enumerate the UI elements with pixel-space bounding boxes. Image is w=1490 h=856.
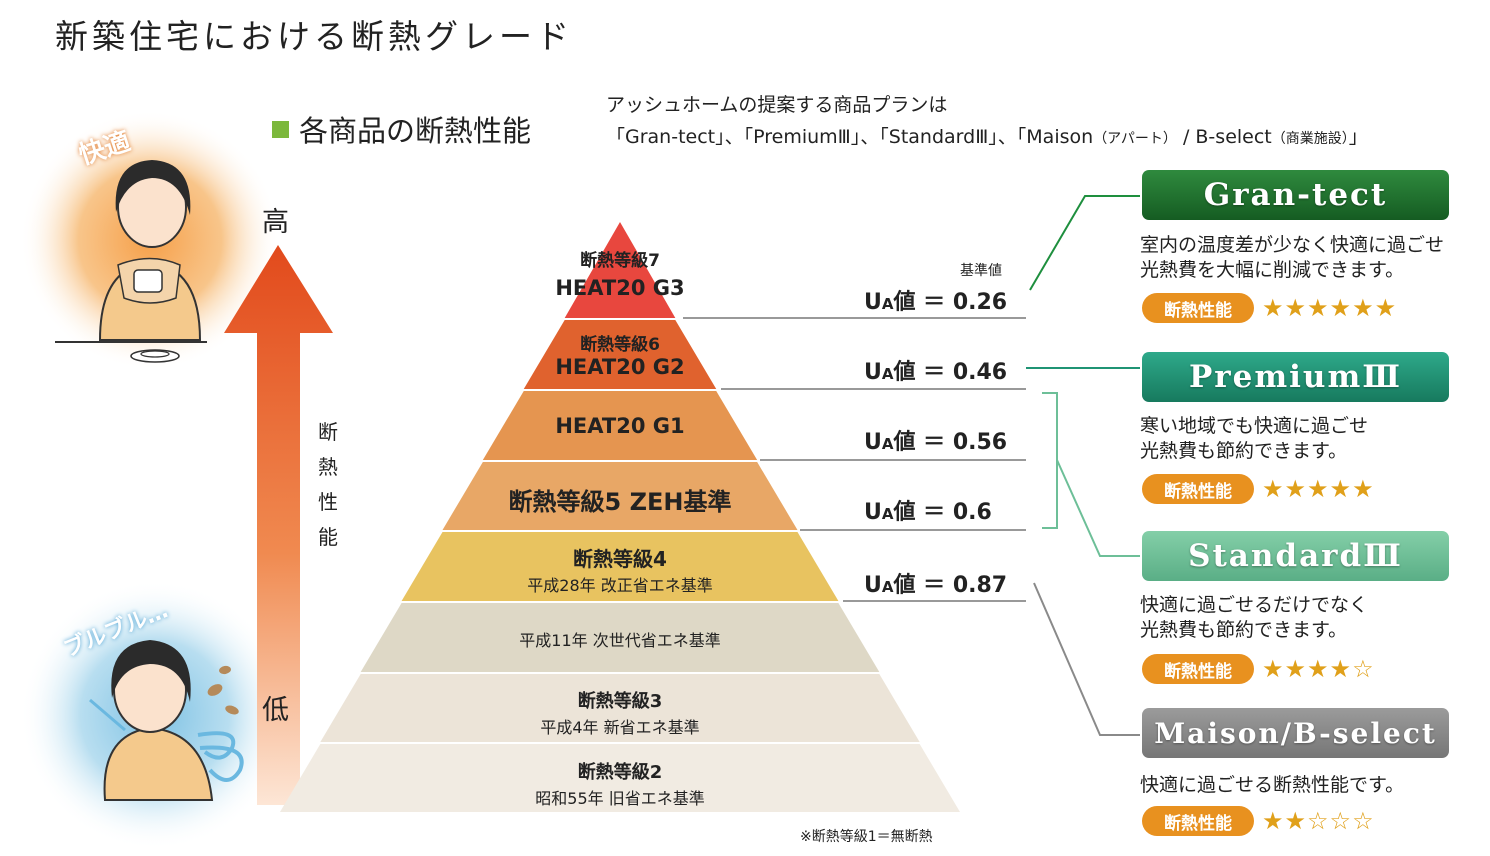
pyramid-standard-h4: 平成4年 新省エネ基準 bbox=[540, 718, 700, 737]
ua-value: 0.87 bbox=[952, 573, 1008, 598]
description-line: 快適に過ごせるだけでなく bbox=[1140, 594, 1369, 616]
ua-value-row: UA値 ＝ 0.46 bbox=[864, 354, 1007, 386]
connector-gran-tect bbox=[1029, 195, 1140, 291]
product-gran-tect-description: 室内の温度差が少なく快適に過ごせ 光熱費を大幅に削減できます。 bbox=[1140, 233, 1444, 283]
intro-products: 「Gran-tect」、「PremiumⅢ」、「StandardⅢ」、「Mais… bbox=[606, 126, 1094, 148]
intro-line-2: 「Gran-tect」、「PremiumⅢ」、「StandardⅢ」、「Mais… bbox=[606, 122, 1368, 149]
axis-label-char: 断 bbox=[318, 420, 338, 444]
ua-suffix: 値 ＝ bbox=[893, 573, 946, 598]
pyramid-connector-lines bbox=[683, 317, 1026, 602]
ua-prefix: U bbox=[864, 573, 882, 598]
comfortable-person-illustration bbox=[20, 110, 280, 370]
ua-sub: A bbox=[881, 435, 894, 453]
rating-stars: ★★☆☆☆ bbox=[1262, 807, 1375, 835]
product-premium-button[interactable]: PremiumⅢ bbox=[1142, 352, 1449, 402]
ua-suffix: 値 ＝ bbox=[893, 290, 946, 315]
ua-value-row: UA値 ＝ 0.56 bbox=[864, 424, 1007, 456]
ua-suffix: 値 ＝ bbox=[893, 360, 946, 385]
pyramid-layer bbox=[360, 603, 880, 672]
pyramid-layer bbox=[401, 532, 839, 601]
green-square-icon bbox=[272, 120, 289, 138]
pyramid-layer bbox=[280, 744, 960, 812]
performance-badge: 断熱性能 bbox=[1142, 474, 1254, 504]
pyramid-standard-g2: HEAT20 G2 bbox=[555, 355, 685, 379]
pyramid-grade-5: 断熱等級5 ZEH基準 bbox=[508, 488, 732, 516]
pyramid-layer bbox=[442, 462, 798, 530]
axis-label-char: 性 bbox=[318, 490, 338, 514]
insulation-pyramid bbox=[280, 222, 960, 812]
product-premium-description: 寒い地域でも快適に過ごせ 光熱費も節約できます。 bbox=[1140, 414, 1368, 464]
description-line: 光熱費を大幅に削減できます。 bbox=[1140, 259, 1405, 281]
pyramid-layer bbox=[523, 320, 717, 389]
connector-maison bbox=[1033, 582, 1140, 736]
ua-sub: A bbox=[881, 295, 894, 313]
pyramid-grade-6: 断熱等級6 bbox=[580, 335, 660, 355]
description-line: 寒い地域でも快適に過ごせ bbox=[1140, 415, 1369, 437]
pyramid-standard-g3: HEAT20 G3 bbox=[555, 276, 685, 300]
product-standard-button[interactable]: StandardⅢ bbox=[1142, 531, 1449, 581]
ua-sub: A bbox=[881, 505, 894, 523]
product-maison-bselect-button[interactable]: Maison/B-select bbox=[1142, 708, 1449, 758]
intro-commercial-note: （商業施設） bbox=[1271, 131, 1349, 147]
ua-value: 0.26 bbox=[952, 290, 1008, 315]
ua-prefix: U bbox=[864, 290, 882, 315]
performance-badge: 断熱性能 bbox=[1142, 293, 1254, 323]
description-line: 光熱費も節約できます。 bbox=[1140, 440, 1348, 462]
pyramid-standard-s55: 昭和55年 旧省エネ基準 bbox=[535, 789, 705, 808]
intro-apartment-note: （アパート） bbox=[1093, 131, 1177, 147]
ua-value: 0.56 bbox=[952, 430, 1008, 455]
shivering-person-illustration bbox=[20, 580, 290, 850]
ua-value: 0.46 bbox=[952, 360, 1008, 385]
pyramid-layer bbox=[564, 222, 676, 318]
pyramid-layer bbox=[320, 674, 920, 742]
intro-bselect: / B-select bbox=[1176, 126, 1272, 148]
ua-suffix: 値 ＝ bbox=[893, 500, 946, 525]
ua-value-row: UA値 ＝ 0.87 bbox=[864, 567, 1007, 599]
rating-stars: ★★★★★ bbox=[1262, 475, 1375, 503]
ua-prefix: U bbox=[864, 500, 882, 525]
footnote: ※断熱等級1＝無断熱 bbox=[800, 829, 933, 845]
axis-high-label: 高 bbox=[262, 207, 289, 238]
insulation-arrow-icon bbox=[224, 245, 333, 805]
ua-prefix: U bbox=[864, 430, 882, 455]
product-gran-tect-button[interactable]: Gran-tect bbox=[1142, 170, 1449, 220]
ua-sub: A bbox=[881, 578, 894, 596]
ua-value-row: UA値 ＝ 0.6 bbox=[864, 494, 992, 526]
ua-value: 0.6 bbox=[952, 500, 992, 525]
pyramid-grade-2: 断熱等級2 bbox=[577, 762, 663, 783]
ua-sub: A bbox=[881, 365, 894, 383]
ua-prefix: U bbox=[864, 360, 882, 385]
pyramid-grade-4: 断熱等級4 bbox=[573, 547, 667, 571]
pyramid-standard-h11: 平成11年 次世代省エネ基準 bbox=[519, 631, 721, 650]
ua-suffix: 値 ＝ bbox=[893, 430, 946, 455]
section-heading: 各商品の断熱性能 bbox=[272, 108, 531, 150]
axis-low-label: 低 bbox=[262, 695, 289, 726]
rating-stars: ★★★★★★ bbox=[1262, 294, 1398, 322]
ua-standard-label: 基準値 bbox=[960, 263, 1002, 279]
product-standard-description: 快適に過ごせるだけでなく 光熱費も節約できます。 bbox=[1140, 593, 1368, 643]
page-title: 新築住宅における断熱グレード bbox=[55, 17, 573, 56]
pyramid-grade-7: 断熱等級7 bbox=[580, 251, 660, 271]
performance-badge: 断熱性能 bbox=[1142, 654, 1254, 684]
description-line: 快適に過ごせる断熱性能です。 bbox=[1140, 774, 1405, 796]
connector-standard bbox=[1056, 459, 1140, 557]
pyramid-grade-3: 断熱等級3 bbox=[577, 691, 663, 712]
axis-label-char: 能 bbox=[318, 525, 338, 549]
rating-stars: ★★★★☆ bbox=[1262, 655, 1375, 683]
product-maison-description: 快適に過ごせる断熱性能です。 bbox=[1140, 773, 1404, 798]
intro-close-bracket: 」 bbox=[1348, 126, 1368, 148]
axis-label-char: 熱 bbox=[318, 455, 338, 479]
description-line: 室内の温度差が少なく快適に過ごせ bbox=[1140, 234, 1445, 256]
pyramid-standard-g1: HEAT20 G1 bbox=[555, 414, 685, 438]
description-line: 光熱費も節約できます。 bbox=[1140, 619, 1348, 641]
pyramid-standard-h28: 平成28年 改正省エネ基準 bbox=[527, 576, 713, 595]
pyramid-layer bbox=[482, 391, 758, 460]
performance-badge: 断熱性能 bbox=[1142, 806, 1254, 836]
ua-value-row: UA値 ＝ 0.26 bbox=[864, 284, 1007, 316]
bracket-standard bbox=[1042, 392, 1058, 529]
section-heading-text: 各商品の断熱性能 bbox=[299, 114, 532, 148]
intro-line-1: アッシュホームの提案する商品プランは bbox=[606, 94, 948, 116]
